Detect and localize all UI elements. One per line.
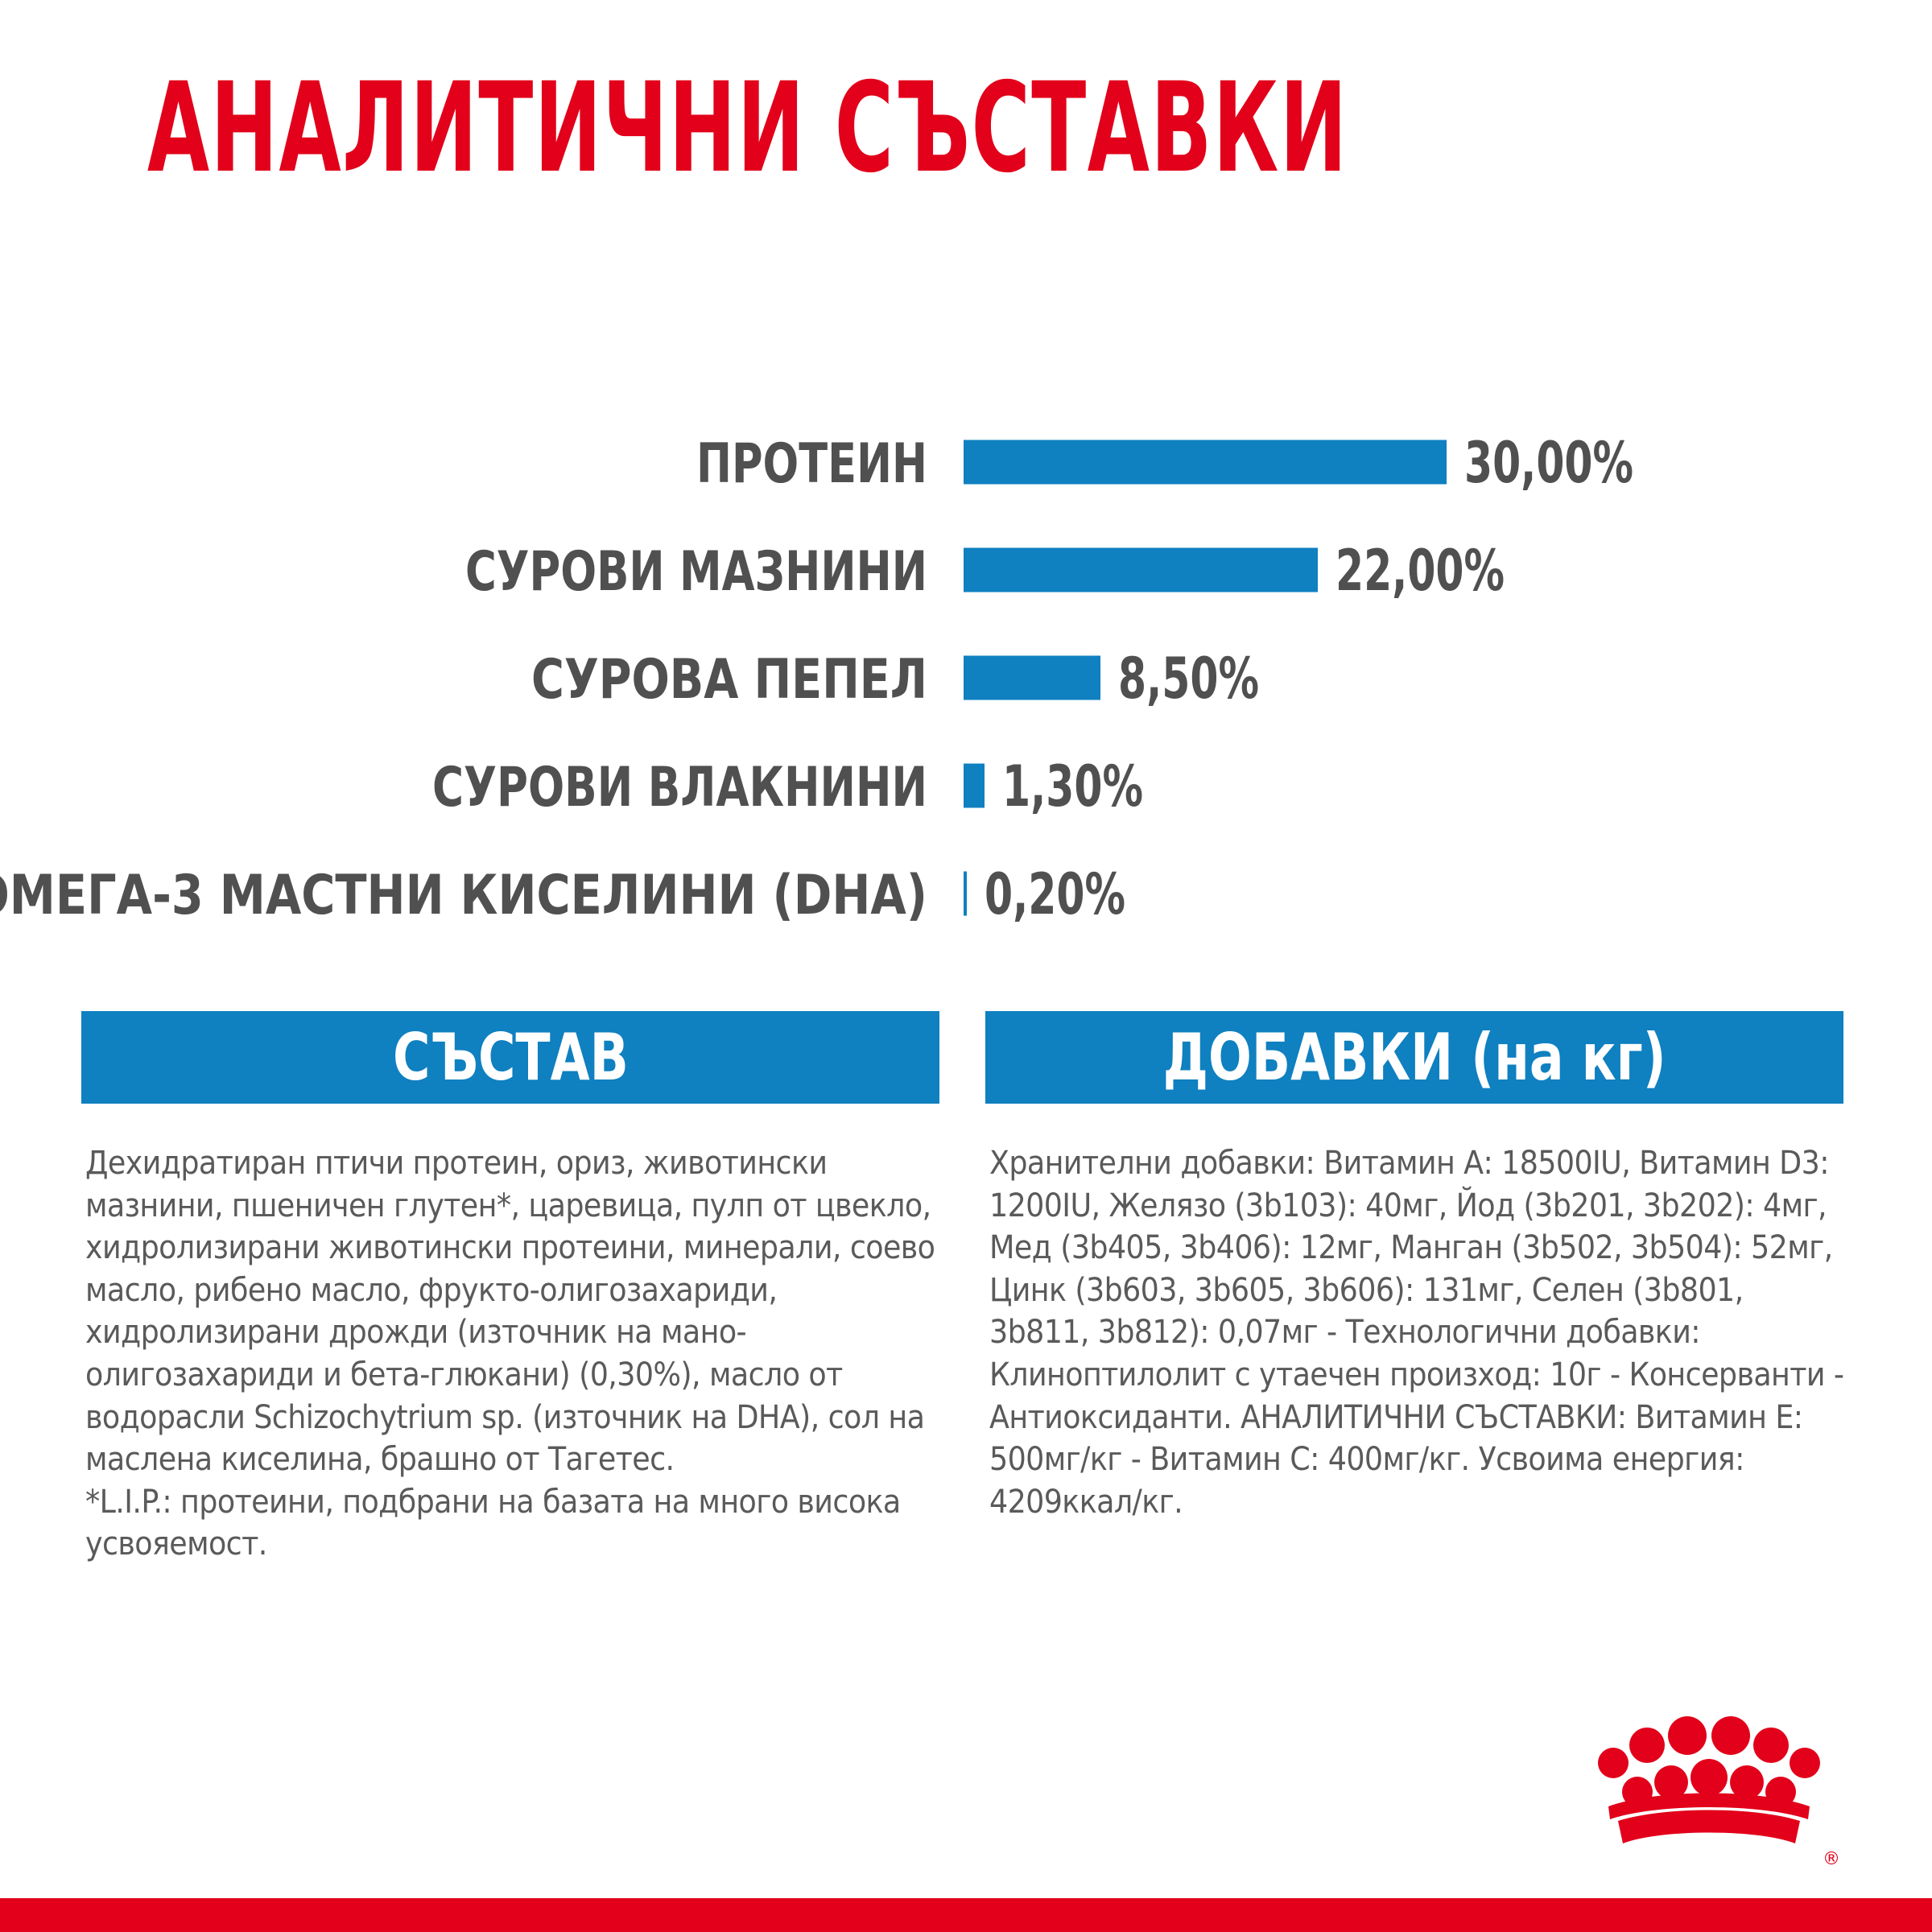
additives-text: Хранителни добавки: Витамин А: 18500IU, … [989, 1141, 1851, 1522]
bar-3 [964, 763, 985, 808]
page-title: АНАЛИТИЧНИ СЪСТАВКИ [147, 56, 1348, 200]
category-label-0: ПРОТЕИН [696, 432, 927, 496]
bottom-brand-stripe [0, 1898, 1932, 1932]
nutrient-bar-chart: ПРОТЕИН 30,00% СУРОВИ МАЗНИНИ 22,00% СУРОВА … [0, 430, 1633, 927]
category-label-1: СУРОВИ МАЗНИНИ [465, 540, 927, 604]
value-label-2: 8,50% [1118, 646, 1259, 712]
crown-logo-icon: ® [1598, 1716, 1840, 1869]
category-label-3: СУРОВИ ВЛАКНИНИ [432, 756, 927, 819]
registered-mark: ® [1823, 1849, 1840, 1869]
additives-paragraph: Хранителни добавки: Витамин А: 18500IU, … [989, 1143, 1844, 1521]
composition-text: Дехидратиран птичи протеин, ориз, животи… [85, 1141, 947, 1565]
category-label-4: ОМЕГА-3 МАСТНИ КИСЕЛИНИ (DHA) [0, 864, 927, 927]
bar-4 [964, 871, 967, 916]
bar-0 [964, 440, 1447, 485]
category-label-2: СУРОВА ПЕПЕЛ [531, 648, 927, 712]
composition-footnote: *L.I.P.: протеини, подбрани на базата на… [85, 1481, 901, 1563]
composition-paragraph: Дехидратиран птичи протеин, ориз, животи… [85, 1143, 935, 1479]
value-label-3: 1,30% [1002, 753, 1143, 819]
composition-header-label: СЪСТАВ [392, 1020, 629, 1095]
additives-header-label: ДОБАВКИ (на кг) [1162, 1020, 1666, 1095]
bar-2 [964, 655, 1100, 700]
value-label-0: 30,00% [1464, 430, 1633, 496]
value-label-1: 22,00% [1335, 538, 1505, 604]
value-label-4: 0,20% [985, 861, 1125, 927]
bar-1 [964, 547, 1318, 592]
composition-header: СЪСТАВ [81, 1011, 939, 1104]
additives-header: ДОБАВКИ (на кг) [985, 1011, 1843, 1104]
